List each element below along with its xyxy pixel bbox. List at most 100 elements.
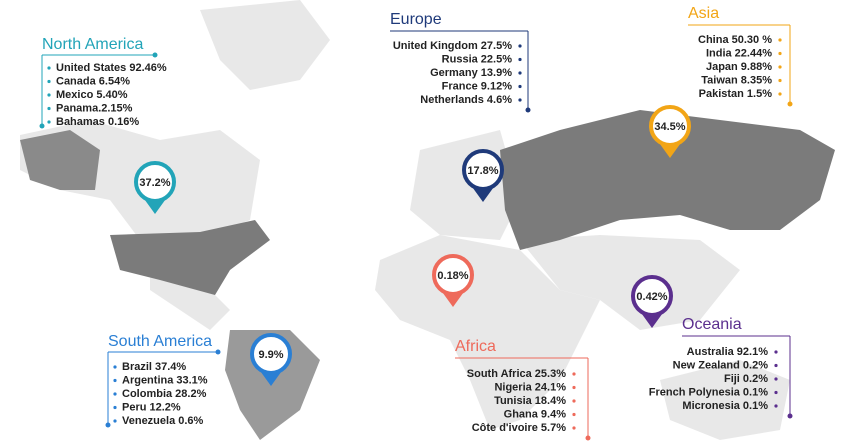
region-title: South America	[108, 333, 212, 350]
pin-label: 0.42%	[636, 291, 667, 303]
pin-head	[250, 333, 292, 375]
map-pin: 17.8%	[462, 149, 504, 202]
country-share: Australia 92.1%	[687, 346, 769, 358]
bullet	[113, 365, 117, 369]
bullet	[518, 71, 522, 75]
bullet	[113, 419, 117, 423]
bullet	[778, 51, 782, 56]
country-share: Germany 13.9%	[430, 67, 512, 79]
map-pin: 0.18%	[432, 254, 474, 307]
country-share: Mexico 5.40%	[56, 89, 128, 101]
country-share: Japan 9.88%	[706, 61, 772, 73]
bullet	[47, 120, 51, 124]
region-callout: North America United States 92.46%Canada …	[39, 36, 167, 129]
bullet	[47, 66, 51, 70]
callout-dot	[105, 422, 111, 428]
map-pin: 37.2%	[134, 161, 176, 214]
country-share: Bahamas 0.16%	[56, 116, 139, 128]
asia-south-land	[520, 235, 740, 330]
callout-dot	[215, 349, 221, 355]
usa	[110, 220, 270, 295]
country-share: New Zealand 0.2%	[673, 359, 769, 371]
bullet	[113, 392, 117, 396]
callout-dot	[787, 101, 793, 107]
pin-head	[631, 275, 673, 317]
country-share: Peru 12.2%	[122, 401, 181, 413]
country-share: Panama.2.15%	[56, 102, 133, 114]
region-title: North America	[42, 36, 143, 53]
bullet	[774, 363, 778, 368]
africa-land	[375, 235, 600, 430]
pin-head	[134, 161, 176, 203]
world-map	[20, 0, 835, 440]
map-pin: 0.42%	[631, 275, 673, 328]
country-share: Nigeria 24.1%	[494, 381, 566, 393]
region-title: Oceania	[682, 316, 742, 333]
bullet	[518, 44, 522, 48]
bullet	[774, 390, 778, 395]
country-share: Tunisia 18.4%	[494, 395, 566, 407]
country-share: South Africa 25.3%	[467, 368, 566, 380]
region-title: Europe	[390, 11, 442, 28]
bullet	[518, 84, 522, 89]
bullet	[113, 378, 117, 383]
bullet	[572, 412, 576, 417]
alaska	[20, 130, 100, 190]
country-share: China 50.30 %	[698, 34, 772, 46]
region-title: Africa	[455, 338, 496, 355]
region-callout: Africa South Africa 25.3%Nigeria 24.1% Tun…	[455, 338, 591, 441]
country-share: Canada 6.54%	[56, 75, 130, 87]
map-pin: 34.5%	[649, 105, 691, 158]
pin-head	[649, 105, 691, 147]
bullet	[47, 79, 51, 84]
region-callout: Oceania Australia 92.1%New Zealand 0.2% Fi…	[649, 316, 793, 419]
country-share: Netherlands 4.6%	[420, 94, 512, 106]
bullet	[778, 78, 782, 83]
country-share: Venezuela 0.6%	[122, 415, 204, 427]
bullet	[572, 385, 576, 390]
brazil	[225, 330, 320, 440]
region-callout: South America Brazil 37.4%Argentina 33.1%…	[105, 333, 221, 428]
pin-head	[432, 254, 474, 296]
country-share: Brazil 37.4%	[122, 361, 186, 373]
pin-label: 17.8%	[467, 165, 498, 177]
greenland	[200, 0, 330, 90]
callout-dot	[525, 107, 531, 113]
callout-dot	[39, 123, 45, 129]
callout-dot	[585, 435, 591, 441]
bullet	[774, 350, 778, 354]
country-share: Taiwan 8.35%	[701, 74, 772, 86]
pin-label: 9.9%	[258, 349, 283, 361]
country-share: Côte d'ivoire 5.7%	[472, 422, 567, 434]
bullet	[778, 38, 782, 42]
region-callout: Asia China 50.30 %India 22.44% Japan 9.88%…	[688, 5, 793, 107]
country-share: Micronesia 0.1%	[682, 400, 768, 412]
region-callout: Europe United Kingdom 27.5%Russia 22.5% Ge…	[390, 11, 531, 113]
region-title: Asia	[688, 5, 719, 22]
bullet	[113, 405, 117, 410]
bullet	[572, 372, 576, 376]
country-share: Russia 22.5%	[442, 53, 513, 65]
bullet	[774, 404, 778, 408]
bullet	[47, 93, 51, 97]
pin-label: 37.2%	[139, 177, 170, 189]
pin-head	[462, 149, 504, 191]
map-pin: 9.9%	[250, 333, 292, 386]
russia	[500, 110, 835, 250]
callout-dot	[152, 52, 158, 58]
bullet	[572, 399, 576, 403]
callout-dot	[787, 413, 793, 419]
pin-label: 34.5%	[654, 121, 685, 133]
country-share: French Polynesia 0.1%	[649, 386, 768, 398]
country-share: Colombia 28.2%	[122, 388, 207, 400]
bullet	[572, 426, 576, 430]
bullet	[778, 65, 782, 69]
country-share: Fiji 0.2%	[724, 373, 768, 385]
country-share: India 22.44%	[706, 47, 772, 59]
bullet	[774, 377, 778, 381]
bullet	[47, 106, 51, 111]
country-share: Argentina 33.1%	[122, 374, 208, 386]
country-share: Ghana 9.4%	[504, 408, 567, 420]
australia-land	[660, 360, 790, 440]
